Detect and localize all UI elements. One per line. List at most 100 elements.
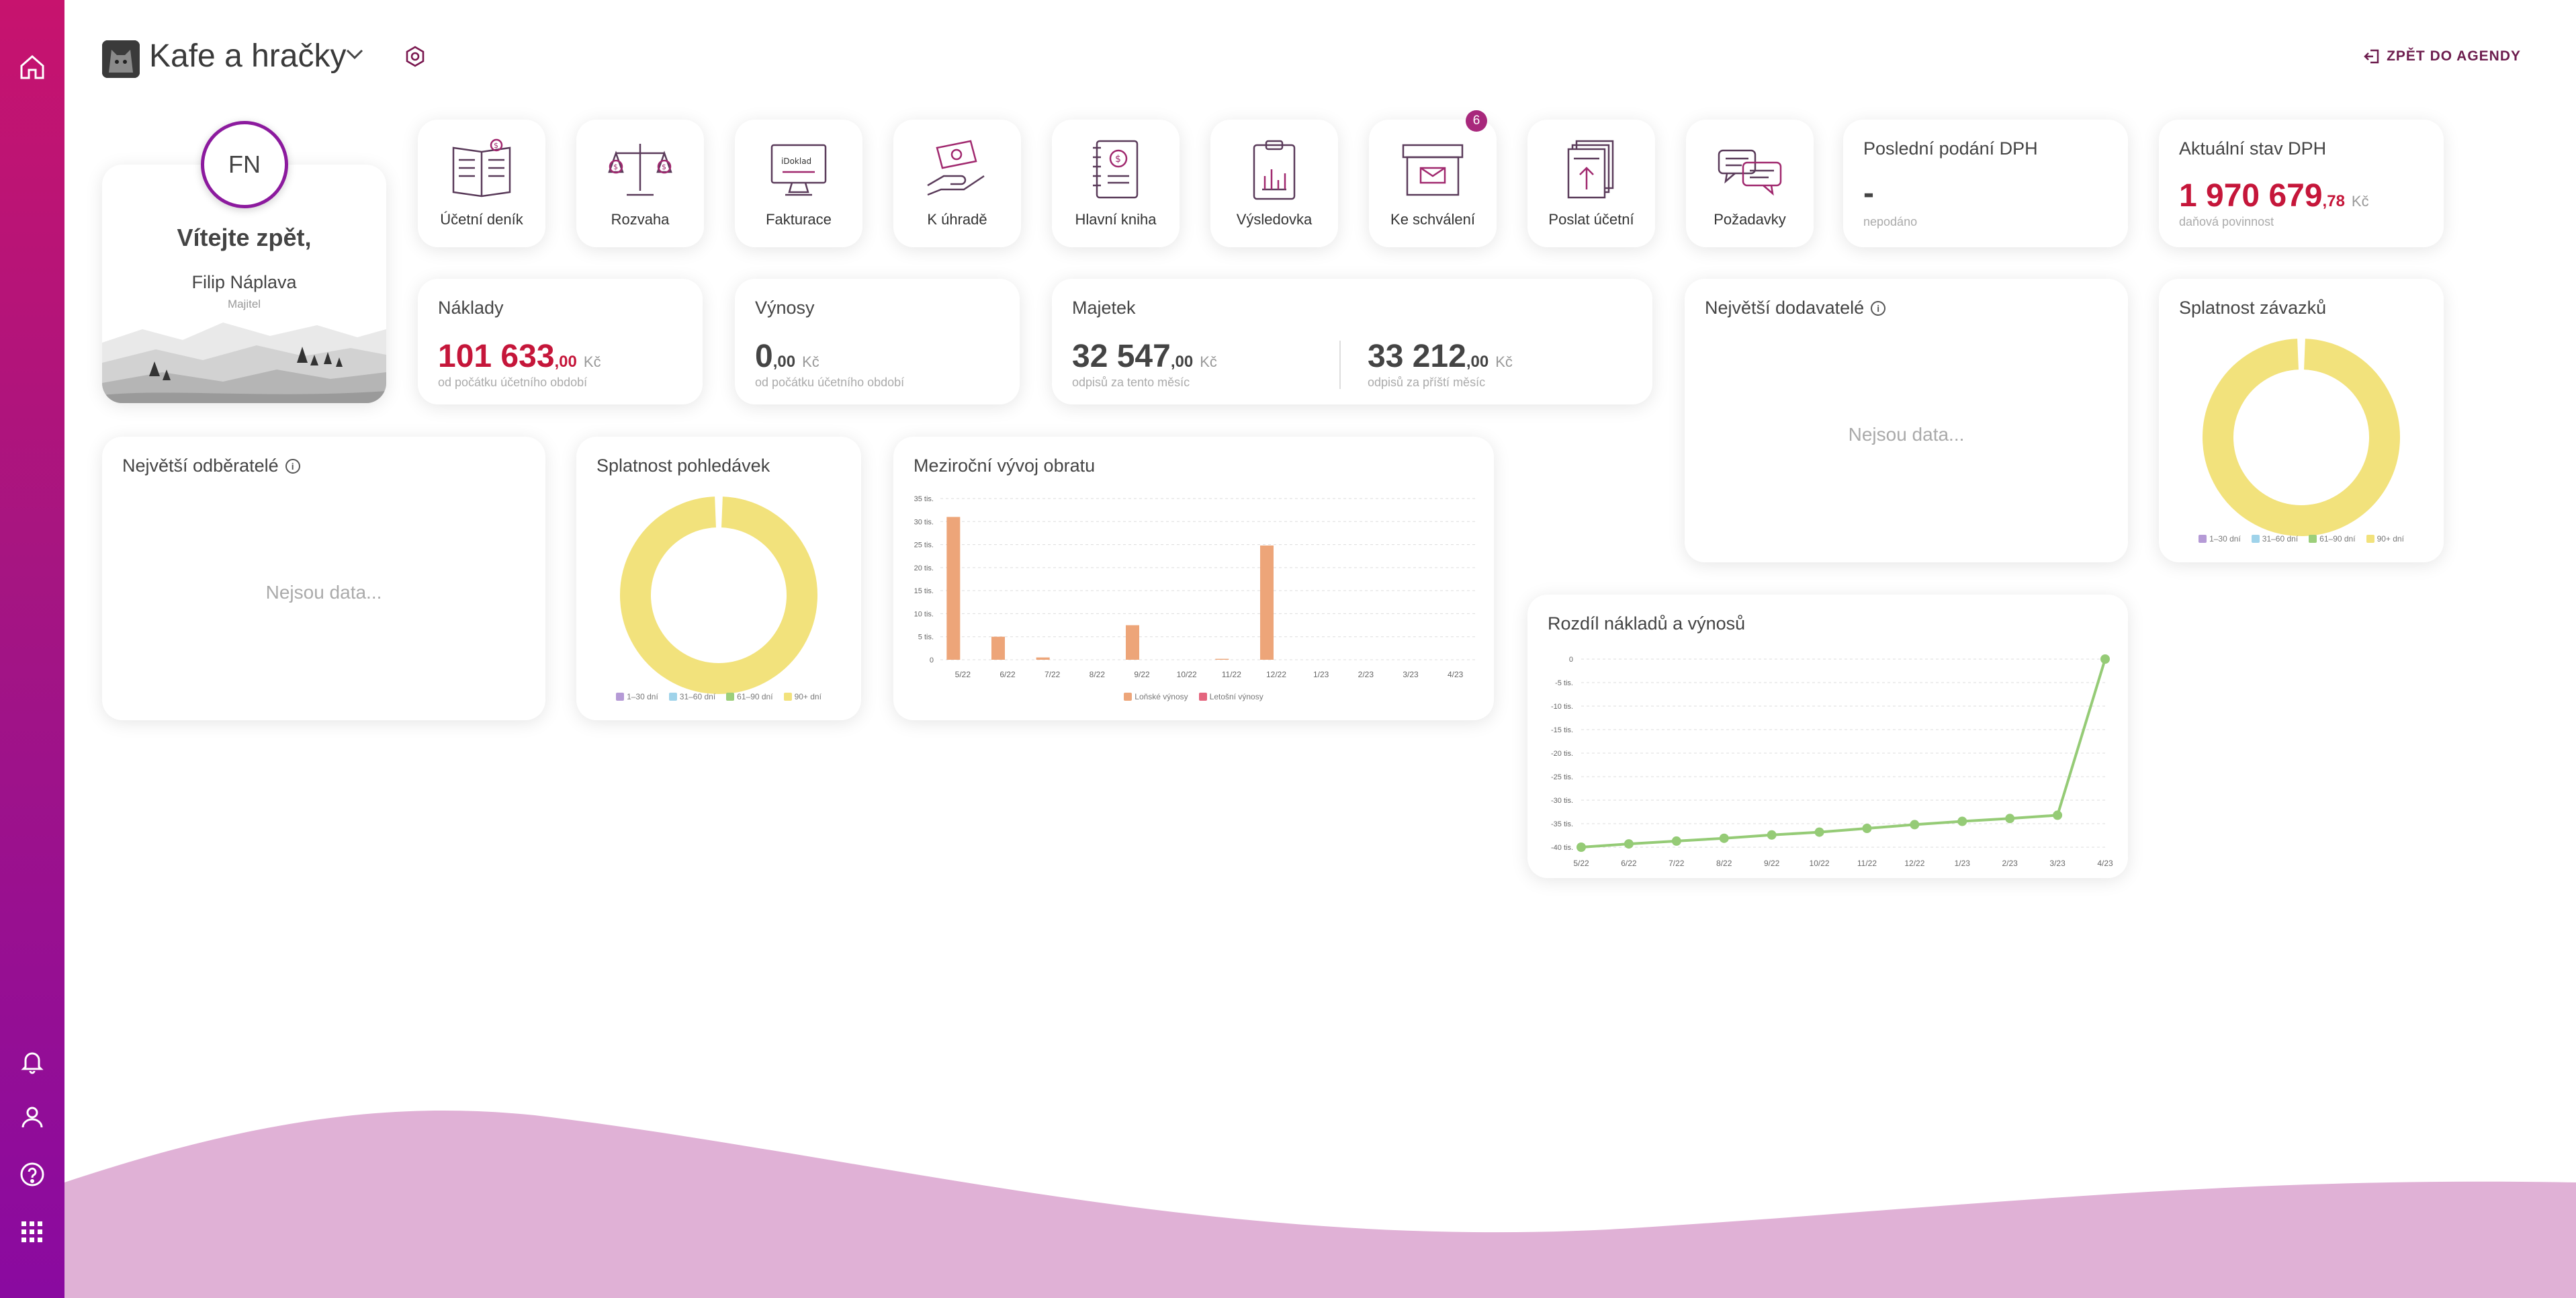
background-wave	[64, 1111, 2576, 1298]
x-tick-label: 12/22	[1904, 859, 1924, 868]
dph-last-card[interactable]: Poslední podání DPH - nepodáno	[1843, 120, 2128, 247]
x-tick-label: 1/23	[1955, 859, 1971, 868]
data-point[interactable]	[1814, 827, 1824, 837]
legend-item[interactable]: Loňské výnosy	[1124, 692, 1188, 701]
mezirocni-vyvoj-chart: 0 5 tis. 10 tis. 15 tis. 20 tis. 25 tis. 30 ti…	[914, 495, 1478, 679]
tile-poslat-ucetni[interactable]: Poslat účetní	[1527, 120, 1655, 247]
exit-icon	[2364, 49, 2379, 64]
gear-icon[interactable]	[403, 44, 427, 72]
bell-icon[interactable]	[16, 1045, 48, 1078]
dph-current-card[interactable]: Aktuální stav DPH 1 970 679,78 Kč daňová …	[2159, 120, 2444, 247]
data-point[interactable]	[1862, 824, 1872, 833]
majetek-next-value: 33 212,00 Kč	[1368, 339, 1513, 374]
back-to-agenda-link[interactable]: ZPĚT DO AGENDY	[2362, 47, 2521, 66]
card-title: Splatnost závazků	[2179, 298, 2327, 318]
payment-hand-icon	[927, 140, 985, 196]
y-tick-label: 0	[930, 656, 934, 664]
naklady-card[interactable]: Náklady 101 633,00 Kč od počátku účetního…	[418, 279, 703, 404]
x-tick-label: 5/22	[1573, 859, 1589, 868]
data-point[interactable]	[2100, 654, 2110, 664]
tile-rozvaha[interactable]: $ $ Rozvaha	[576, 120, 704, 247]
pie-slice[interactable]	[2203, 339, 2400, 536]
card-title: Majetek	[1072, 298, 1136, 318]
home-icon[interactable]	[16, 51, 48, 83]
card-title: Největší dodavatelé i	[1705, 298, 1886, 318]
bar[interactable]	[1260, 545, 1274, 660]
legend-item[interactable]: 90+ dní	[2366, 534, 2404, 544]
y-tick-label: -35 tis.	[1551, 820, 1573, 828]
splatnost-zavazku-card[interactable]: Splatnost závazků 1–30 dní 31–60 dní 61–90…	[2159, 279, 2444, 562]
data-point[interactable]	[1576, 842, 1586, 852]
tile-label: Fakturace	[766, 211, 832, 228]
data-point[interactable]	[1957, 816, 1967, 826]
card-title: Největší odběratelé i	[122, 456, 300, 476]
y-tick-label: -30 tis.	[1551, 797, 1573, 805]
majetek-this-value: 32 547,00 Kč	[1072, 339, 1217, 374]
mezirocni-vyvoj-card[interactable]: Meziroční vývoj obratu 0 5 tis. 10 tis. 15 …	[893, 437, 1494, 720]
x-tick-label: 1/23	[1313, 670, 1329, 679]
info-icon[interactable]: i	[1871, 300, 1886, 316]
tile-hlavni-kniha[interactable]: $ Hlavní kniha	[1052, 120, 1180, 247]
data-point[interactable]	[1719, 833, 1729, 843]
card-title: Náklady	[438, 298, 504, 318]
dph-current-sub: daňová povinnost	[2179, 215, 2274, 228]
data-point[interactable]	[1671, 836, 1681, 846]
legend-item[interactable]: 61–90 dní	[726, 692, 773, 701]
pie-slice[interactable]	[620, 496, 817, 694]
card-title: Rozdíl nákladů a výnosů	[1548, 613, 1746, 634]
company-title[interactable]: Kafe a hračky	[149, 38, 347, 74]
legend-item[interactable]: 31–60 dní	[2251, 534, 2298, 544]
customers-card[interactable]: Největší odběratelé i Nejsou data...	[102, 437, 545, 720]
rozdil-nakladu-card[interactable]: Rozdíl nákladů a výnosů -40 tis. -35 tis.…	[1527, 595, 2128, 878]
tile-ucetni-denik[interactable]: $ Účetní deník	[418, 120, 545, 247]
legend-item[interactable]: 61–90 dní	[2309, 534, 2356, 544]
apps-grid-icon[interactable]	[16, 1216, 48, 1248]
tile-vysledovka[interactable]: Výsledovka	[1210, 120, 1338, 247]
data-point[interactable]	[1624, 839, 1634, 849]
bar[interactable]	[1036, 657, 1050, 660]
legend-item[interactable]: 31–60 dní	[668, 692, 715, 701]
legend-item[interactable]: 1–30 dní	[2199, 534, 2241, 544]
vynosy-card[interactable]: Výnosy 0,00 Kč od počátku účetního období	[735, 279, 1020, 404]
x-tick-label: 4/23	[1448, 670, 1464, 679]
vynosy-sub: od počátku účetního období	[755, 376, 905, 389]
y-tick-label: -40 tis.	[1551, 844, 1573, 852]
avatar[interactable]: FN	[201, 121, 288, 208]
legend-item[interactable]: Letošní výnosy	[1198, 692, 1263, 701]
splatnost-pohledavek-card[interactable]: Splatnost pohledávek 1–30 dní 31–60 dní 61…	[576, 437, 861, 720]
data-point[interactable]	[1767, 830, 1777, 840]
x-tick-label: 11/22	[1857, 859, 1877, 868]
legend-item[interactable]: 90+ dní	[783, 692, 821, 701]
legend-item[interactable]: 1–30 dní	[616, 692, 658, 701]
tile-pozadavky[interactable]: Požadavky	[1686, 120, 1814, 247]
y-tick-label: -25 tis.	[1551, 773, 1573, 781]
help-icon[interactable]	[16, 1158, 48, 1191]
bar[interactable]	[946, 517, 961, 660]
bar[interactable]	[1126, 625, 1139, 660]
majetek-card[interactable]: Majetek 32 547,00 Kč odpisů za tento měsí…	[1052, 279, 1652, 404]
data-point[interactable]	[2005, 814, 2015, 824]
tile-k-uhrade[interactable]: K úhradě	[893, 120, 1021, 247]
user-icon[interactable]	[16, 1100, 48, 1133]
tile-label: Ke schválení	[1390, 211, 1475, 228]
tile-ke-schvaleni[interactable]: Ke schválení	[1369, 120, 1497, 247]
info-icon[interactable]: i	[285, 458, 300, 474]
svg-text:$: $	[662, 163, 666, 171]
bar[interactable]	[991, 636, 1005, 660]
tile-label: Účetní deník	[440, 211, 523, 228]
splatnost-zavazku-chart	[2203, 339, 2400, 536]
suppliers-card[interactable]: Největší dodavatelé i Nejsou data...	[1685, 279, 2128, 562]
card-title: Aktuální stav DPH	[2179, 138, 2327, 159]
tile-fakturace[interactable]: iDoklad Fakturace	[735, 120, 862, 247]
dph-current-value: 1 970 679,78 Kč	[2179, 178, 2369, 214]
clipboard-chart-icon	[1253, 140, 1296, 200]
data-point[interactable]	[1910, 820, 1920, 830]
y-tick-label: -15 tis.	[1551, 726, 1573, 734]
x-tick-label: 5/22	[955, 670, 971, 679]
tile-label: K úhradě	[927, 211, 987, 228]
data-point[interactable]	[2053, 810, 2063, 820]
y-tick-label: -5 tis.	[1555, 679, 1573, 687]
dph-last-value: -	[1863, 175, 1874, 211]
bar[interactable]	[1215, 658, 1229, 660]
chevron-down-icon[interactable]	[344, 46, 365, 65]
